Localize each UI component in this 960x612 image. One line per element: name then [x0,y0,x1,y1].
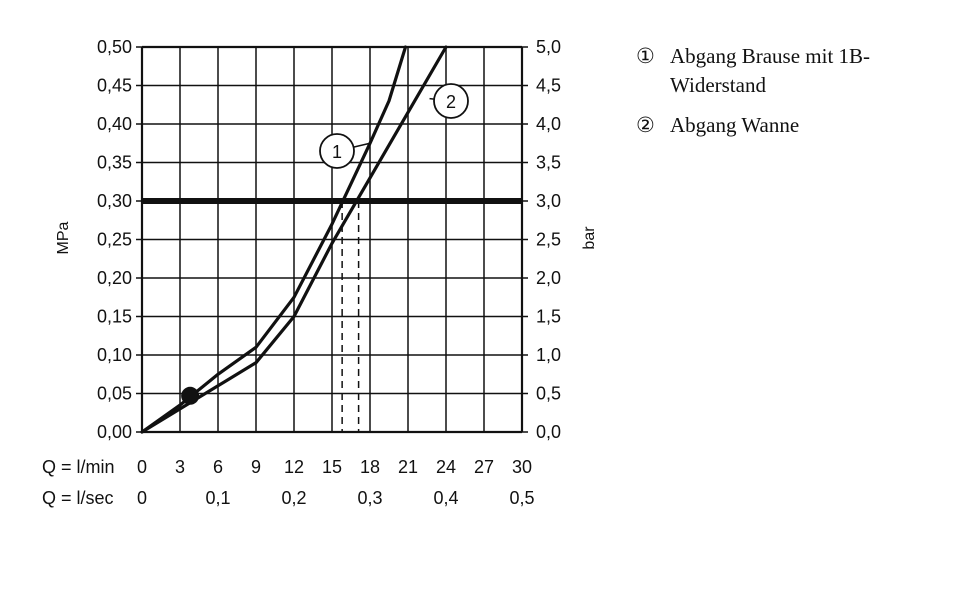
legend-number-1: ① [636,44,655,68]
y-right-tick-label: 2,0 [536,268,561,288]
y-left-tick-label: 0,10 [97,345,132,365]
x-sec-tick-label: 0,2 [281,488,306,508]
x-min-tick-label: 0 [137,457,147,477]
x-min-tick-labels: 0 3 6 9 12 15 18 21 24 27 30 [137,457,532,477]
y-right-tick-label: 2,5 [536,230,561,250]
callout-label-2: 2 [446,92,456,112]
x-axis-title-sec: Q = l/sec [42,488,114,508]
y-right-tick-label: 3,5 [536,153,561,173]
y-right-tick-label: 1,5 [536,307,561,327]
x-sec-tick-label: 0,3 [357,488,382,508]
y-left-tick-label: 0,45 [97,76,132,96]
callout-leader-1 [353,142,371,148]
y-left-tick-label: 0,00 [97,422,132,442]
legend: ① Abgang Brause mit 1B-Widerstand ② Abga… [636,42,946,151]
y-right-tick-label: 0,5 [536,384,561,404]
x-sec-tick-label: 0,5 [509,488,534,508]
x-sec-tick-label: 0 [137,488,147,508]
y-left-tick-label: 0,15 [97,307,132,327]
x-sec-tick-labels: 0 0,1 0,2 0,3 0,4 0,5 [137,488,535,508]
y-right-tick-label: 1,0 [536,345,561,365]
y-left-tick-label: 0,50 [97,37,132,57]
y-left-tick-label: 0,25 [97,230,132,250]
y-right-axis-title: bar [581,226,598,250]
y-left-tick-label: 0,40 [97,114,132,134]
callouts-group: 12 [319,83,469,169]
y-right-tick-label: 0,0 [536,422,561,442]
marker-group [181,386,200,405]
x-axis-title-min: Q = l/min [42,457,115,477]
dashed-lines-group [341,201,360,432]
y-left-tick-label: 0,20 [97,268,132,288]
legend-item-2: ② Abgang Wanne [636,111,946,140]
x-min-tick-label: 9 [251,457,261,477]
y-left-tick-labels: 0,00 0,05 0,10 0,15 0,20 0,25 0,30 0,35 0,40 0,45… [97,37,132,442]
y-right-tick-label: 3,0 [536,191,561,211]
callout-label-1: 1 [332,142,342,162]
y-right-tick-label: 4,0 [536,114,561,134]
y-right-tick-label: 5,0 [536,37,561,57]
callout-circle-2 [433,83,469,119]
marker-point [181,386,200,405]
x-min-tick-label: 15 [322,457,342,477]
y-left-tick-label: 0,05 [97,384,132,404]
y-left-tick-label: 0,35 [97,153,132,173]
x-min-tick-label: 30 [512,457,532,477]
legend-item-1: ① Abgang Brause mit 1B-Widerstand [636,42,946,100]
x-min-tick-label: 18 [360,457,380,477]
x-min-tick-label: 3 [175,457,185,477]
callout-circle-1 [319,133,355,169]
y-right-tick-labels: 0,0 0,5 1,0 1,5 2,0 2,5 3,0 3,5 4,0 4,5 5,0 [536,37,561,442]
y-left-axis-title: MPa [55,221,72,254]
x-min-tick-label: 12 [284,457,304,477]
legend-text-1: Abgang Brause mit 1B-Widerstand [670,44,871,97]
x-min-tick-label: 24 [436,457,456,477]
y-left-tick-label: 0,30 [97,191,132,211]
x-min-tick-label: 21 [398,457,418,477]
x-sec-tick-label: 0,4 [433,488,458,508]
x-sec-tick-label: 0,1 [205,488,230,508]
x-min-tick-label: 27 [474,457,494,477]
legend-text-2: Abgang Wanne [670,113,800,137]
x-min-tick-label: 6 [213,457,223,477]
chart-grid [136,45,528,434]
y-right-tick-label: 4,5 [536,76,561,96]
legend-number-2: ② [636,113,655,137]
